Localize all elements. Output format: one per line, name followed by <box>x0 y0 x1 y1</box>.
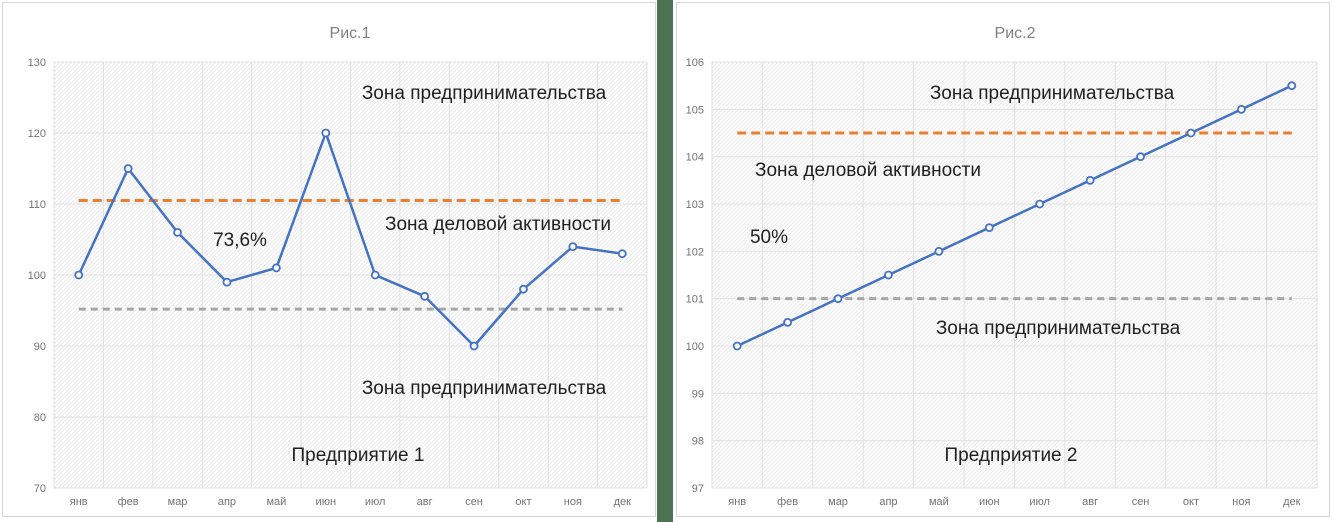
line-chart-figure-1: 130 120 110 100 90 80 70 янв фев мар апр май июн июл а… <box>28 57 648 508</box>
svg-text:106: 106 <box>686 57 704 69</box>
svg-text:ноя: ноя <box>1232 496 1250 508</box>
annotation-zone-bottom-1: Зона предпринимательства <box>361 378 607 399</box>
annotation-percent-2: 50% <box>749 227 789 248</box>
svg-text:98: 98 <box>692 436 704 448</box>
svg-text:ноя: ноя <box>564 496 582 508</box>
annotation-zone-mid-1: Зона деловой активности <box>385 214 611 235</box>
svg-text:окт: окт <box>1183 496 1199 508</box>
svg-text:янв: янв <box>728 496 746 508</box>
svg-text:сен: сен <box>1132 496 1150 508</box>
chart-panel-2: 106 105 104 103 102 101 100 99 98 97 янв фев мар апр м… <box>676 2 1330 517</box>
chart-title-2: Рис.2 <box>994 25 1036 42</box>
svg-text:авг: авг <box>1082 496 1098 508</box>
svg-text:80: 80 <box>34 412 46 424</box>
svg-text:70: 70 <box>34 483 46 495</box>
svg-text:июл: июл <box>365 496 386 508</box>
svg-text:дек: дек <box>614 496 632 508</box>
annotation-zone-bottom-2: Зона предпринимательства <box>935 318 1181 339</box>
svg-text:дек: дек <box>1283 496 1301 508</box>
svg-text:102: 102 <box>686 246 704 258</box>
svg-text:100: 100 <box>28 270 46 282</box>
svg-text:май: май <box>929 496 949 508</box>
green-divider-bar <box>657 0 673 522</box>
svg-text:99: 99 <box>692 388 704 400</box>
svg-text:мар: мар <box>828 496 848 508</box>
svg-text:130: 130 <box>28 57 46 69</box>
svg-text:фев: фев <box>118 496 139 508</box>
svg-text:90: 90 <box>34 341 46 353</box>
annotation-series-label-1: Предприятие 1 <box>291 445 425 466</box>
svg-text:мар: мар <box>168 496 188 508</box>
svg-text:104: 104 <box>686 152 704 164</box>
annotation-zone-top-1: Зона предпринимательства <box>361 83 607 104</box>
svg-text:июн: июн <box>979 496 999 508</box>
svg-text:фев: фев <box>777 496 798 508</box>
svg-text:окт: окт <box>515 496 531 508</box>
svg-text:110: 110 <box>28 199 46 211</box>
annotation-series-label-2: Предприятие 2 <box>944 445 1078 466</box>
svg-text:авг: авг <box>417 496 433 508</box>
annotation-percent-1: 73,6% <box>213 230 267 251</box>
svg-text:105: 105 <box>686 104 704 116</box>
svg-text:июл: июл <box>1029 496 1050 508</box>
line-chart-figure-2: 106 105 104 103 102 101 100 99 98 97 янв фев мар апр м… <box>686 57 1318 508</box>
chart-panel-1: 130 120 110 100 90 80 70 янв фев мар апр май июн июл а… <box>2 2 656 517</box>
svg-text:май: май <box>266 496 286 508</box>
svg-text:апр: апр <box>218 496 236 508</box>
annotation-zone-top-2: Зона предпринимательства <box>929 83 1175 104</box>
svg-text:апр: апр <box>879 496 897 508</box>
annotation-zone-mid-2: Зона деловой активности <box>755 160 981 181</box>
svg-text:янв: янв <box>70 496 88 508</box>
svg-text:101: 101 <box>686 294 704 306</box>
svg-text:120: 120 <box>28 128 46 140</box>
svg-text:97: 97 <box>692 483 704 495</box>
svg-text:сен: сен <box>465 496 483 508</box>
chart-title-1: Рис.1 <box>329 25 371 42</box>
svg-text:100: 100 <box>686 341 704 353</box>
svg-text:июн: июн <box>316 496 336 508</box>
svg-text:103: 103 <box>686 199 704 211</box>
